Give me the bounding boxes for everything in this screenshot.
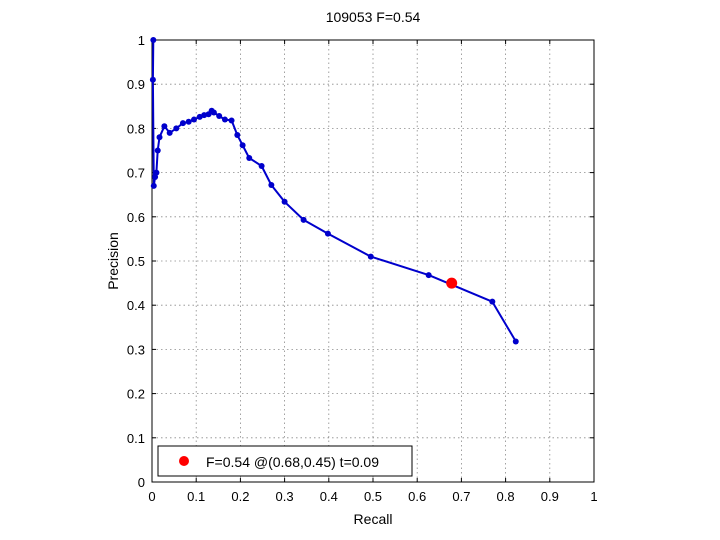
best-f-point-layer xyxy=(446,277,458,289)
data-point xyxy=(281,198,288,205)
legend: F=0.54 @(0.68,0.45) t=0.09 xyxy=(157,445,413,477)
y-tick-label: 0.7 xyxy=(127,166,145,181)
data-point xyxy=(258,162,265,169)
x-tick-label: 0.4 xyxy=(320,489,338,504)
legend-box xyxy=(157,445,413,477)
data-point xyxy=(179,120,186,127)
y-tick-label: 0.4 xyxy=(127,298,145,313)
data-point xyxy=(185,118,192,125)
x-tick-label: 0.3 xyxy=(276,489,294,504)
data-point xyxy=(190,116,197,123)
data-point xyxy=(210,109,217,116)
x-tick-label: 0.9 xyxy=(541,489,559,504)
x-tick-label: 0.6 xyxy=(408,489,426,504)
y-tick-label: 0.5 xyxy=(127,254,145,269)
y-tick-label: 0.2 xyxy=(127,387,145,402)
data-point xyxy=(166,129,173,136)
y-tick-label: 1 xyxy=(138,33,145,48)
x-tick-label: 0.8 xyxy=(497,489,515,504)
data-point xyxy=(246,155,253,162)
data-point xyxy=(156,134,163,141)
x-tick-label: 0.2 xyxy=(231,489,249,504)
data-point xyxy=(425,272,432,279)
data-point xyxy=(149,76,156,83)
x-axis-label: Recall xyxy=(354,511,393,527)
data-point xyxy=(234,132,241,139)
data-point xyxy=(150,37,157,43)
data-point xyxy=(221,116,228,123)
data-point xyxy=(228,117,235,124)
best-f-point xyxy=(446,277,458,289)
y-axis-label: Precision xyxy=(105,232,121,290)
x-tick-label: 0.1 xyxy=(187,489,205,504)
y-tick-label: 0 xyxy=(138,475,145,490)
grid xyxy=(152,40,594,482)
legend-entry: F=0.54 @(0.68,0.45) t=0.09 xyxy=(206,454,379,470)
data-point xyxy=(367,253,374,260)
chart-title: 109053 F=0.54 xyxy=(326,9,421,25)
data-point xyxy=(216,113,223,120)
data-point xyxy=(239,142,246,149)
data-point xyxy=(324,230,331,237)
data-point xyxy=(161,123,168,130)
data-point xyxy=(153,169,160,176)
x-tick-label: 0.5 xyxy=(364,489,382,504)
data-point xyxy=(489,298,496,305)
y-tick-label: 0.1 xyxy=(127,431,145,446)
data-point xyxy=(173,125,180,132)
y-tick-labels: 0 0.1 0.2 0.3 0.4 0.5 0.6 0.7 0.8 0.9 1 xyxy=(127,33,145,490)
legend-marker xyxy=(179,456,189,466)
x-tick-label: 1 xyxy=(590,489,597,504)
axis-ticks xyxy=(151,39,595,483)
x-tick-label: 0 xyxy=(148,489,155,504)
y-tick-label: 0.9 xyxy=(127,77,145,92)
data-point xyxy=(512,338,519,345)
y-tick-label: 0.3 xyxy=(127,342,145,357)
data-point xyxy=(154,147,161,154)
y-tick-label: 0.6 xyxy=(127,210,145,225)
x-tick-labels: 0 0.1 0.2 0.3 0.4 0.5 0.6 0.7 0.8 0.9 1 xyxy=(148,489,597,504)
x-tick-label: 0.7 xyxy=(452,489,470,504)
data-point xyxy=(268,181,275,188)
data-point xyxy=(300,216,307,223)
y-tick-label: 0.8 xyxy=(127,121,145,136)
series-pr-curve xyxy=(149,37,519,345)
data-point xyxy=(150,182,157,189)
